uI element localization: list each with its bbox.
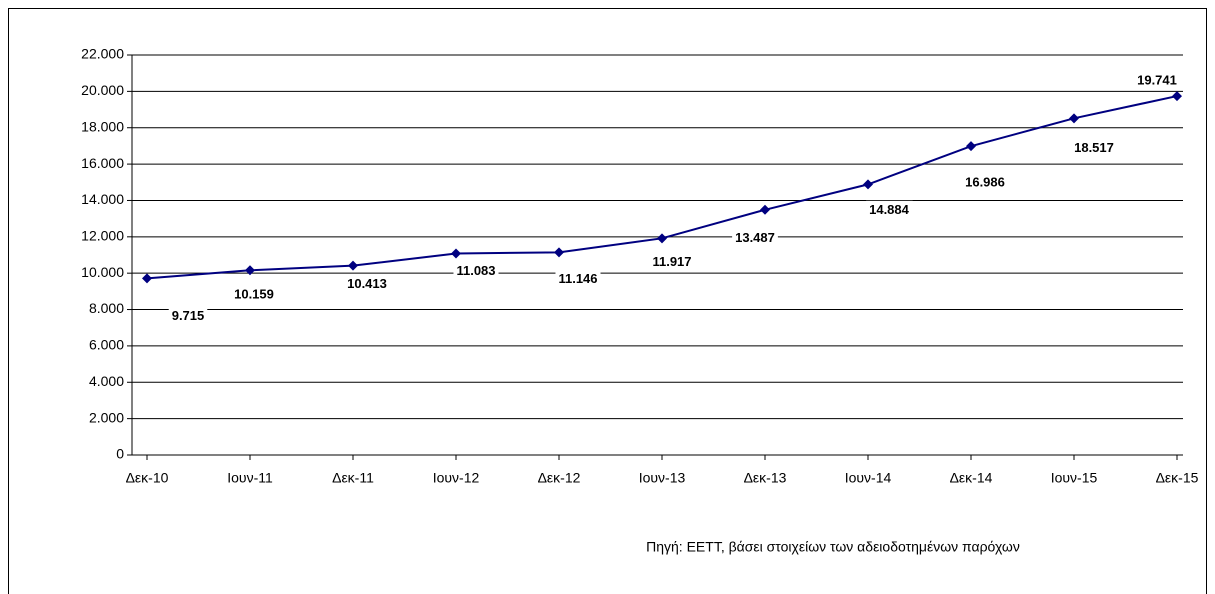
value-label: 16.986 bbox=[965, 175, 1005, 190]
value-label: 10.159 bbox=[234, 287, 274, 302]
y-tick-label: 8.000 bbox=[89, 300, 124, 316]
label-background bbox=[649, 252, 695, 270]
series-line bbox=[146, 95, 1178, 280]
label-background bbox=[344, 275, 390, 293]
label-background bbox=[1134, 71, 1180, 89]
value-label: 10.413 bbox=[347, 276, 387, 291]
value-label: 11.146 bbox=[558, 271, 597, 286]
x-tick-label: Ιουν-11 bbox=[227, 470, 273, 486]
data-point bbox=[760, 204, 770, 215]
x-tick-label: Δεκ-10 bbox=[126, 470, 169, 486]
data-point bbox=[142, 273, 152, 284]
data-point bbox=[1069, 113, 1079, 124]
data-point bbox=[1172, 91, 1182, 102]
x-tick-label: Ιουν-14 bbox=[845, 470, 892, 486]
label-background bbox=[231, 285, 277, 303]
data-point bbox=[245, 265, 255, 276]
x-tick-label: Δεκ-13 bbox=[744, 470, 787, 486]
value-label: 19.741 bbox=[1137, 73, 1177, 88]
data-point bbox=[966, 141, 976, 152]
value-label: 9.715 bbox=[172, 308, 205, 323]
value-label: 14.884 bbox=[869, 202, 910, 217]
x-tick-label: Δεκ-14 bbox=[950, 470, 993, 486]
y-tick-label: 6.000 bbox=[89, 337, 124, 353]
x-tick-label: Δεκ-12 bbox=[538, 470, 581, 486]
y-tick-label: 2.000 bbox=[89, 409, 124, 425]
data-point bbox=[657, 233, 667, 244]
label-background bbox=[866, 200, 913, 218]
value-label: 18.517 bbox=[1074, 140, 1114, 155]
y-tick-label: 12.000 bbox=[81, 228, 124, 244]
y-tick-label: 0 bbox=[116, 446, 124, 462]
data-point bbox=[863, 179, 873, 190]
label-background bbox=[453, 261, 499, 279]
label-background bbox=[962, 173, 1008, 191]
value-label: 13.487 bbox=[735, 230, 775, 245]
data-point bbox=[554, 247, 564, 258]
value-label: 11.083 bbox=[456, 263, 495, 278]
y-tick-label: 16.000 bbox=[81, 155, 124, 171]
x-tick-label: Δεκ-11 bbox=[332, 470, 374, 486]
y-tick-label: 14.000 bbox=[81, 191, 124, 207]
x-tick-label: Ιουν-12 bbox=[433, 470, 480, 486]
value-label: 11.917 bbox=[652, 254, 691, 269]
label-background bbox=[732, 229, 778, 247]
label-background bbox=[1071, 138, 1117, 156]
chart-border bbox=[8, 8, 1207, 594]
y-tick-label: 4.000 bbox=[89, 373, 124, 389]
label-background bbox=[168, 306, 208, 324]
source-note: Πηγή: ΕΕΤΤ, βάσει στοιχείων των αδειοδοτ… bbox=[646, 539, 1020, 555]
y-tick-label: 18.000 bbox=[81, 118, 124, 134]
x-tick-label: Δεκ-15 bbox=[1156, 470, 1199, 486]
y-tick-label: 22.000 bbox=[81, 46, 124, 62]
data-point bbox=[348, 260, 358, 271]
y-tick-label: 10.000 bbox=[81, 264, 124, 280]
label-background bbox=[555, 269, 601, 287]
y-tick-label: 20.000 bbox=[81, 82, 124, 98]
x-tick-label: Ιουν-15 bbox=[1051, 470, 1098, 486]
data-point bbox=[451, 248, 461, 259]
x-tick-label: Ιουν-13 bbox=[639, 470, 686, 486]
